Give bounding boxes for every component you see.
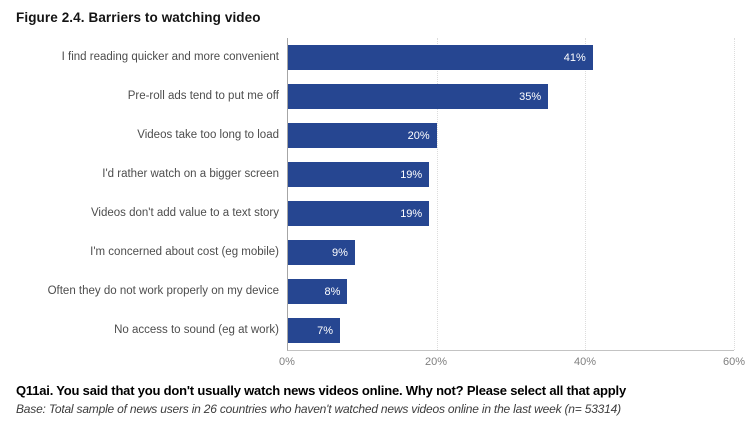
bar-row: 7% — [288, 311, 734, 350]
category-label: I find reading quicker and more convenie… — [61, 51, 279, 64]
bar-row: 41% — [288, 38, 734, 77]
bar-value-label: 20% — [407, 129, 430, 142]
bar-value-label: 35% — [519, 90, 542, 103]
category-label: Videos take too long to load — [137, 129, 279, 142]
gridline-60 — [734, 38, 735, 350]
plot-area: I find reading quicker and more convenie… — [14, 38, 741, 351]
figure-footnotes: Q11ai. You said that you don't usually w… — [16, 383, 741, 416]
x-tick-label: 20% — [424, 356, 447, 368]
bar: 7% — [288, 318, 341, 343]
x-axis-ticks: 0% 20% 40% 60% — [279, 351, 745, 371]
footnote-question: Q11ai. You said that you don't usually w… — [16, 383, 626, 398]
bar-value-label: 9% — [331, 246, 348, 259]
bar: 20% — [288, 123, 437, 148]
x-tick-label: 40% — [573, 356, 596, 368]
bar-row: 19% — [288, 155, 734, 194]
bar-value-label: 8% — [324, 285, 341, 298]
barriers-bar-chart: I find reading quicker and more convenie… — [14, 38, 745, 371]
category-label: Often they do not work properly on my de… — [47, 285, 279, 298]
category-label: Pre-roll ads tend to put me off — [127, 90, 279, 103]
bar: 41% — [288, 45, 593, 70]
bar-row: 35% — [288, 77, 734, 116]
footnote-base: Base: Total sample of news users in 26 c… — [16, 402, 621, 416]
bar: 35% — [288, 84, 549, 109]
bar-value-label: 7% — [317, 324, 334, 337]
bar: 19% — [288, 201, 430, 226]
bar: 8% — [288, 279, 348, 304]
bar-row: 19% — [288, 194, 734, 233]
bar: 19% — [288, 162, 430, 187]
category-label: I'd rather watch on a bigger screen — [102, 168, 279, 181]
category-label: Videos don't add value to a text story — [90, 207, 279, 220]
x-tick-label: 60% — [722, 356, 746, 368]
gridline-40 — [585, 38, 587, 350]
bar: 9% — [288, 240, 355, 265]
bar-value-label: 41% — [563, 51, 586, 64]
category-label: I'm concerned about cost (eg mobile) — [90, 246, 279, 259]
bar-row: 20% — [288, 116, 734, 155]
bar-value-label: 19% — [400, 207, 423, 220]
bar-row: 8% — [288, 272, 734, 311]
x-tick-label: 0% — [279, 356, 295, 368]
category-axis: I find reading quicker and more convenie… — [14, 38, 287, 351]
bar-row: 9% — [288, 233, 734, 272]
gridline-20 — [436, 38, 438, 350]
bars-area: 41% 35% 20% 19% 19% 9% 8% 7% — [287, 38, 735, 351]
bar-value-label: 19% — [400, 168, 423, 181]
category-label: No access to sound (eg at work) — [114, 324, 279, 337]
figure-title: Figure 2.4. Barriers to watching video — [16, 10, 261, 25]
